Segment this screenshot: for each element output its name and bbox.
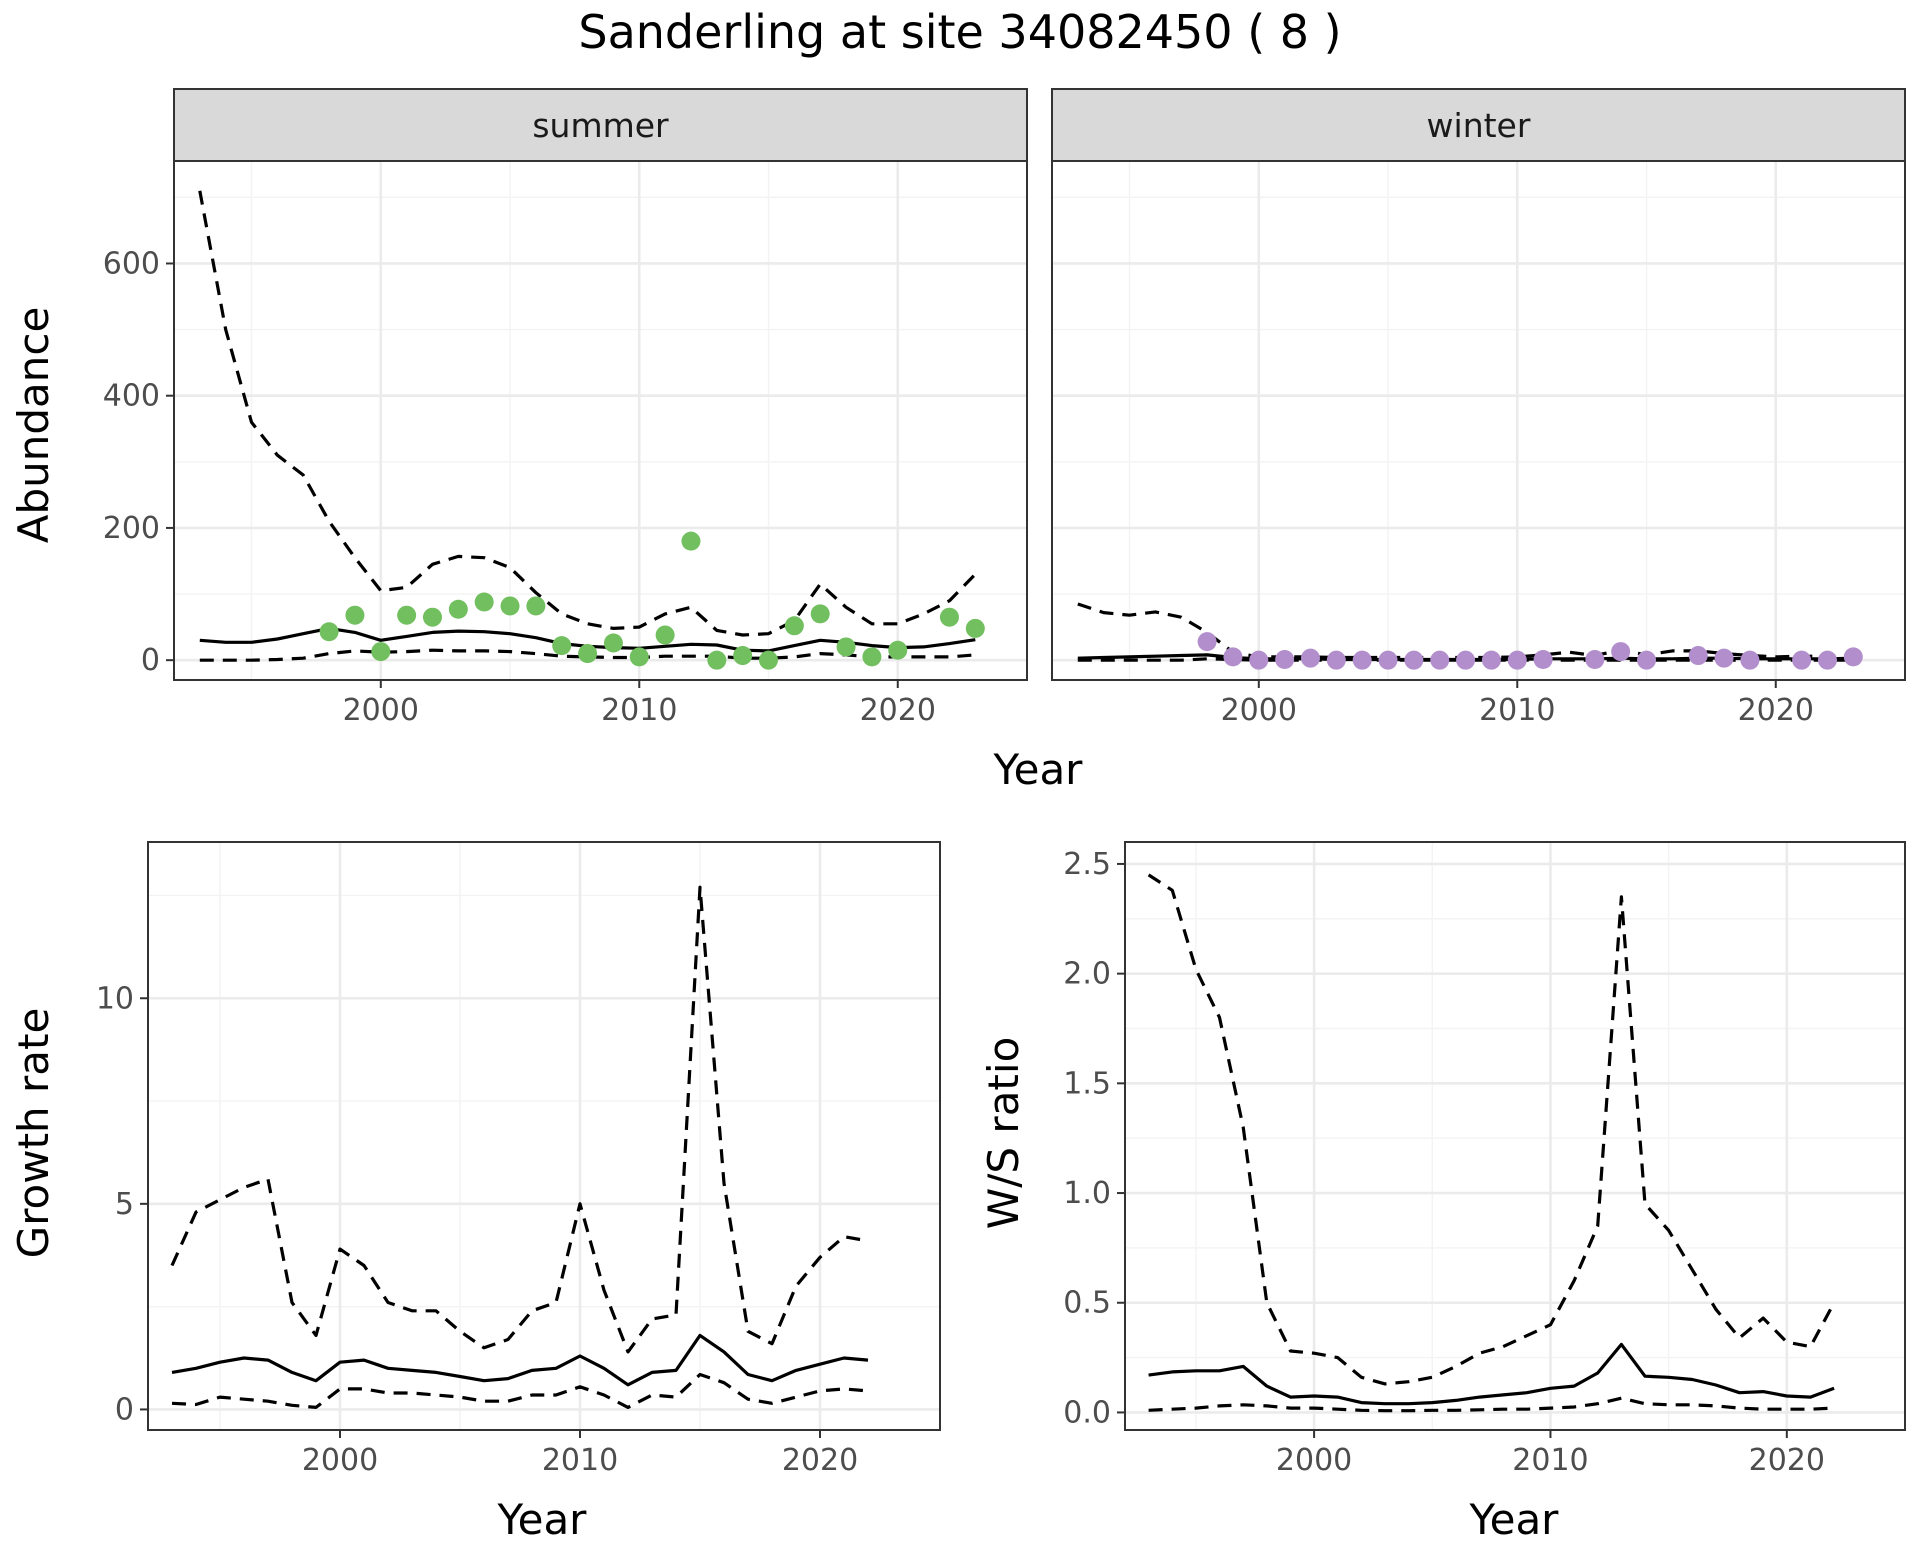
summer-observed-point: [371, 642, 391, 662]
summer-strip: [173, 88, 1028, 162]
summer-y-axis-title: Abundance: [9, 307, 58, 544]
winter-x-tick-label: 2000: [1221, 693, 1297, 728]
summer-observed-point: [500, 596, 520, 616]
ratio-y-tick-label: 1.5: [1063, 1066, 1111, 1101]
ratio-x-axis-title: Year: [1469, 1495, 1560, 1544]
winter-observed-point: [1481, 650, 1501, 670]
winter-observed-point: [1352, 650, 1372, 670]
winter-observed-point: [1404, 650, 1424, 670]
ratio-panel-border: [1124, 841, 1906, 1431]
growth-y-axis-title: Growth rate: [9, 1008, 58, 1259]
winter-observed-point: [1637, 650, 1657, 670]
winter-observed-point: [1430, 650, 1450, 670]
growth-upper-bound-line: [170, 885, 869, 1354]
winter-observed-point: [1197, 632, 1217, 652]
growth-x-tick-label: 2000: [302, 1443, 378, 1478]
summer-y-tick-label: 0: [141, 643, 160, 678]
summer-upper-bound-line: [198, 190, 977, 637]
summer-observed-point: [681, 531, 701, 551]
growth-y-tick-label: 5: [115, 1187, 134, 1222]
winter-observed-point: [1223, 647, 1243, 667]
summer-x-tick-label: 2000: [343, 693, 419, 728]
summer-observed-point: [526, 596, 546, 616]
winter-observed-point: [1688, 646, 1708, 666]
summer-observed-point: [448, 599, 468, 619]
panel-ws-ratio: 2000 2010 2020 0.0 0.5 1.0 1.5 2.0 2.5: [1063, 841, 1906, 1478]
winter-strip: [1051, 88, 1906, 162]
winter-observed-point: [1611, 642, 1631, 662]
winter-observed-point: [1792, 650, 1812, 670]
summer-y-tick-label: 600: [103, 246, 160, 281]
panel-winter-abundance: 2000 2010 2020 winter: [1051, 88, 1906, 728]
winter-observed-point: [1378, 650, 1398, 670]
summer-observed-point: [474, 592, 494, 612]
winter-observed-point: [1714, 648, 1734, 668]
summer-observed-point: [888, 640, 908, 660]
ratio-y-tick-label: 2.0: [1063, 957, 1111, 992]
summer-strip-label: summer: [532, 106, 669, 145]
summer-observed-point: [707, 650, 727, 670]
growth-panel-border: [147, 841, 941, 1431]
summer-observed-point: [836, 637, 856, 657]
growth-plot-area: [148, 842, 940, 1430]
ratio-estimate-line: [1148, 1342, 1835, 1406]
ratio-y-tick-label: 0.0: [1063, 1395, 1111, 1430]
winter-observed-point: [1456, 650, 1476, 670]
summer-observed-point: [862, 647, 882, 667]
summer-observed-point: [965, 618, 985, 638]
winter-observed-point: [1249, 650, 1269, 670]
summer-observed-point: [345, 605, 365, 625]
growth-lower-bound-line: [171, 1372, 869, 1409]
summer-observed-point: [603, 633, 623, 653]
ratio-y-axis-title: W/S ratio: [979, 1037, 1028, 1230]
winter-observed-point: [1507, 650, 1527, 670]
panel-growth-rate: 2000 2010 2020 0 5 10: [96, 841, 941, 1478]
winter-observed-point: [1533, 650, 1553, 670]
growth-y-tick-label: 10: [96, 981, 134, 1016]
winter-strip-label: winter: [1427, 106, 1531, 145]
summer-x-tick-label: 2010: [601, 693, 677, 728]
summer-observed-point: [759, 650, 779, 670]
summer-observed-point: [629, 647, 649, 667]
summer-observed-point: [319, 622, 339, 642]
summer-observed-point: [397, 605, 417, 625]
summer-observed-point: [655, 625, 675, 645]
figure-title: Sanderling at site 34082450 ( 8 ): [578, 5, 1341, 59]
growth-x-tick-label: 2020: [782, 1443, 858, 1478]
summer-observed-point: [733, 646, 753, 666]
summer-y-tick-label: 400: [103, 379, 160, 414]
summer-observed-point: [784, 616, 804, 636]
ratio-x-tick-label: 2000: [1276, 1443, 1352, 1478]
winter-x-tick-label: 2020: [1738, 693, 1814, 728]
ratio-x-tick-label: 2020: [1749, 1443, 1825, 1478]
ratio-y-tick-label: 2.5: [1063, 847, 1111, 882]
summer-x-tick-label: 2020: [860, 693, 936, 728]
winter-observed-point: [1326, 650, 1346, 670]
summer-observed-point: [578, 644, 598, 664]
growth-estimate-line: [171, 1333, 869, 1387]
summer-observed-point: [552, 636, 572, 656]
winter-observed-point: [1585, 650, 1605, 670]
growth-y-tick-label: 0: [115, 1392, 134, 1427]
summer-observed-point: [939, 607, 959, 627]
winter-x-tick-label: 2010: [1479, 693, 1555, 728]
winter-observed-point: [1843, 647, 1863, 667]
winter-observed-point: [1300, 648, 1320, 668]
summer-observed-point: [810, 604, 830, 624]
winter-observed-point: [1817, 650, 1837, 670]
panel-summer-abundance: 2000 2010 2020 0 200 400 600 summer: [103, 88, 1028, 728]
abundance-x-axis-title: Year: [993, 745, 1084, 794]
summer-observed-point: [422, 607, 442, 627]
ratio-x-tick-label: 2010: [1512, 1443, 1588, 1478]
ratio-y-tick-label: 0.5: [1063, 1286, 1111, 1321]
growth-x-axis-title: Year: [497, 1495, 588, 1544]
ratio-upper-bound-line: [1147, 873, 1836, 1386]
growth-x-tick-label: 2010: [542, 1443, 618, 1478]
winter-observed-point: [1740, 650, 1760, 670]
winter-observed-point: [1275, 650, 1295, 670]
summer-y-tick-label: 200: [103, 511, 160, 546]
ratio-y-tick-label: 1.0: [1063, 1176, 1111, 1211]
